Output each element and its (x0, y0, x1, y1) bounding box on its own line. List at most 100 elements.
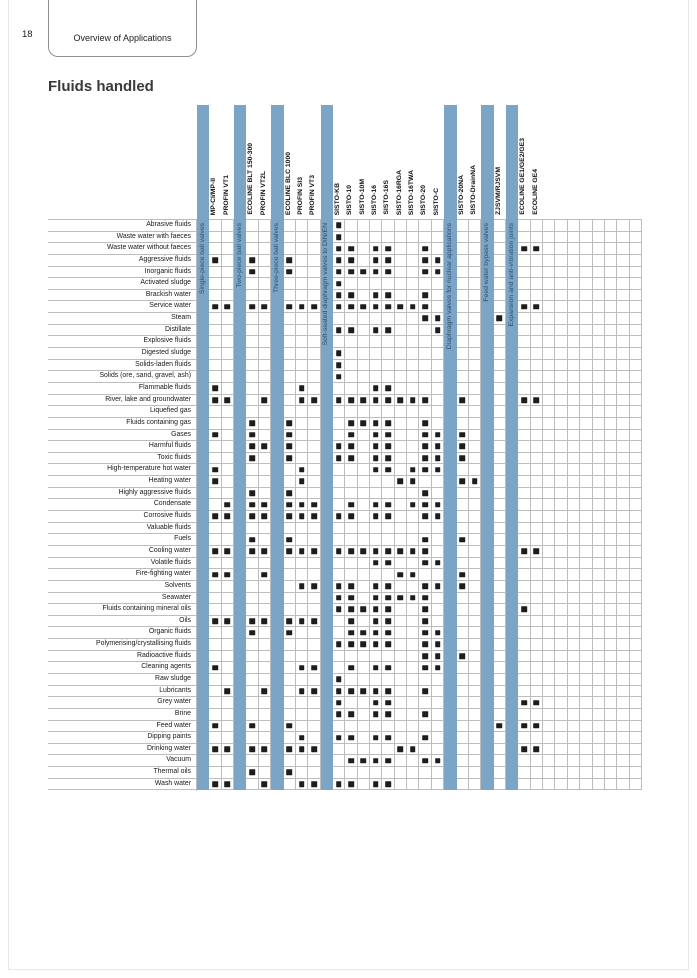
matrix-mark (422, 583, 428, 589)
matrix-cell (518, 604, 531, 616)
matrix-cell (567, 720, 581, 733)
matrix-cell (221, 522, 235, 535)
matrix-cell (370, 452, 383, 465)
matrix-cell (543, 755, 556, 768)
row-label: Organic fluids (48, 627, 196, 640)
matrix-cell (394, 697, 408, 709)
matrix-cell (295, 417, 309, 430)
matrix-cell (468, 278, 482, 290)
matrix-cell (382, 522, 395, 535)
matrix-cell (345, 406, 358, 418)
matrix-mark (533, 245, 540, 252)
matrix-cell (295, 254, 309, 267)
matrix-cell (382, 720, 395, 733)
matrix-cell (604, 452, 618, 465)
matrix-cell (345, 359, 358, 372)
matrix-cell (382, 359, 395, 372)
matrix-cell (345, 278, 358, 290)
matrix-cell (456, 359, 469, 372)
matrix-cell (209, 673, 222, 686)
matrix-mark (459, 583, 466, 589)
matrix-cell (617, 220, 630, 232)
matrix-cell (419, 685, 432, 698)
matrix-mark (372, 443, 379, 450)
matrix-cell (518, 406, 531, 418)
matrix-cell (283, 755, 296, 768)
matrix-mark (298, 397, 305, 403)
matrix-mark (348, 548, 354, 555)
matrix-cell (629, 301, 642, 314)
category-bar (444, 105, 457, 790)
matrix-mark (249, 455, 255, 461)
matrix-cell (407, 685, 420, 698)
matrix-cell (407, 382, 420, 395)
matrix-cell (468, 673, 482, 686)
matrix-cell (221, 348, 235, 360)
matrix-mark (335, 292, 342, 298)
matrix-cell (518, 220, 531, 232)
matrix-cell (431, 639, 445, 651)
matrix-cell (617, 371, 630, 383)
matrix-cell (283, 452, 296, 465)
matrix-cell (357, 359, 371, 372)
matrix-mark (521, 397, 527, 403)
matrix-cell (345, 673, 358, 686)
matrix-cell (370, 650, 383, 663)
matrix-mark (335, 676, 342, 683)
matrix-mark (311, 746, 317, 752)
matrix-cell (295, 755, 309, 768)
matrix-mark (422, 653, 428, 659)
matrix-cell (246, 685, 259, 698)
matrix-cell (592, 417, 605, 430)
matrix-cell (332, 534, 346, 546)
matrix-cell (456, 650, 469, 663)
matrix-cell (530, 685, 544, 698)
matrix-cell (617, 534, 630, 546)
matrix-cell (592, 534, 605, 546)
matrix-cell (382, 743, 395, 756)
matrix-cell (209, 476, 222, 488)
matrix-mark (372, 548, 379, 555)
matrix-cell (580, 487, 593, 500)
matrix-cell (382, 371, 395, 383)
matrix-cell (345, 743, 358, 756)
matrix-cell (345, 662, 358, 674)
matrix-cell (258, 778, 272, 791)
row-label: Feed water (48, 721, 196, 733)
matrix-cell (221, 476, 235, 488)
matrix-cell (382, 324, 395, 337)
matrix-cell (493, 452, 506, 465)
matrix-cell (419, 627, 432, 640)
matrix-cell (283, 580, 296, 593)
matrix-cell (431, 359, 445, 372)
matrix-cell (543, 557, 556, 570)
matrix-cell (518, 732, 531, 744)
row-label: Solids (ore, sand, gravel, ash) (48, 371, 196, 383)
matrix-cell (617, 720, 630, 733)
matrix-mark (533, 304, 540, 310)
matrix-mark (224, 781, 231, 787)
matrix-mark (286, 769, 292, 776)
matrix-cell (468, 569, 482, 581)
matrix-cell (357, 732, 371, 744)
matrix-cell (604, 359, 618, 372)
matrix-mark (434, 455, 441, 461)
matrix-cell (592, 254, 605, 267)
matrix-cell (419, 767, 432, 779)
matrix-cell (357, 557, 371, 570)
row-label: Abrasive fluids (48, 220, 196, 232)
matrix-cell (468, 534, 482, 546)
matrix-cell (246, 429, 259, 442)
matrix-cell (357, 324, 371, 337)
matrix-cell (345, 441, 358, 453)
matrix-cell (592, 348, 605, 360)
matrix-mark (434, 757, 441, 764)
matrix-cell (345, 429, 358, 442)
matrix-cell (431, 336, 445, 349)
matrix-cell (530, 639, 544, 651)
matrix-mark (261, 304, 268, 310)
matrix-mark (335, 350, 342, 357)
matrix-cell (419, 336, 432, 349)
matrix-cell (493, 499, 506, 512)
matrix-mark (422, 734, 428, 741)
